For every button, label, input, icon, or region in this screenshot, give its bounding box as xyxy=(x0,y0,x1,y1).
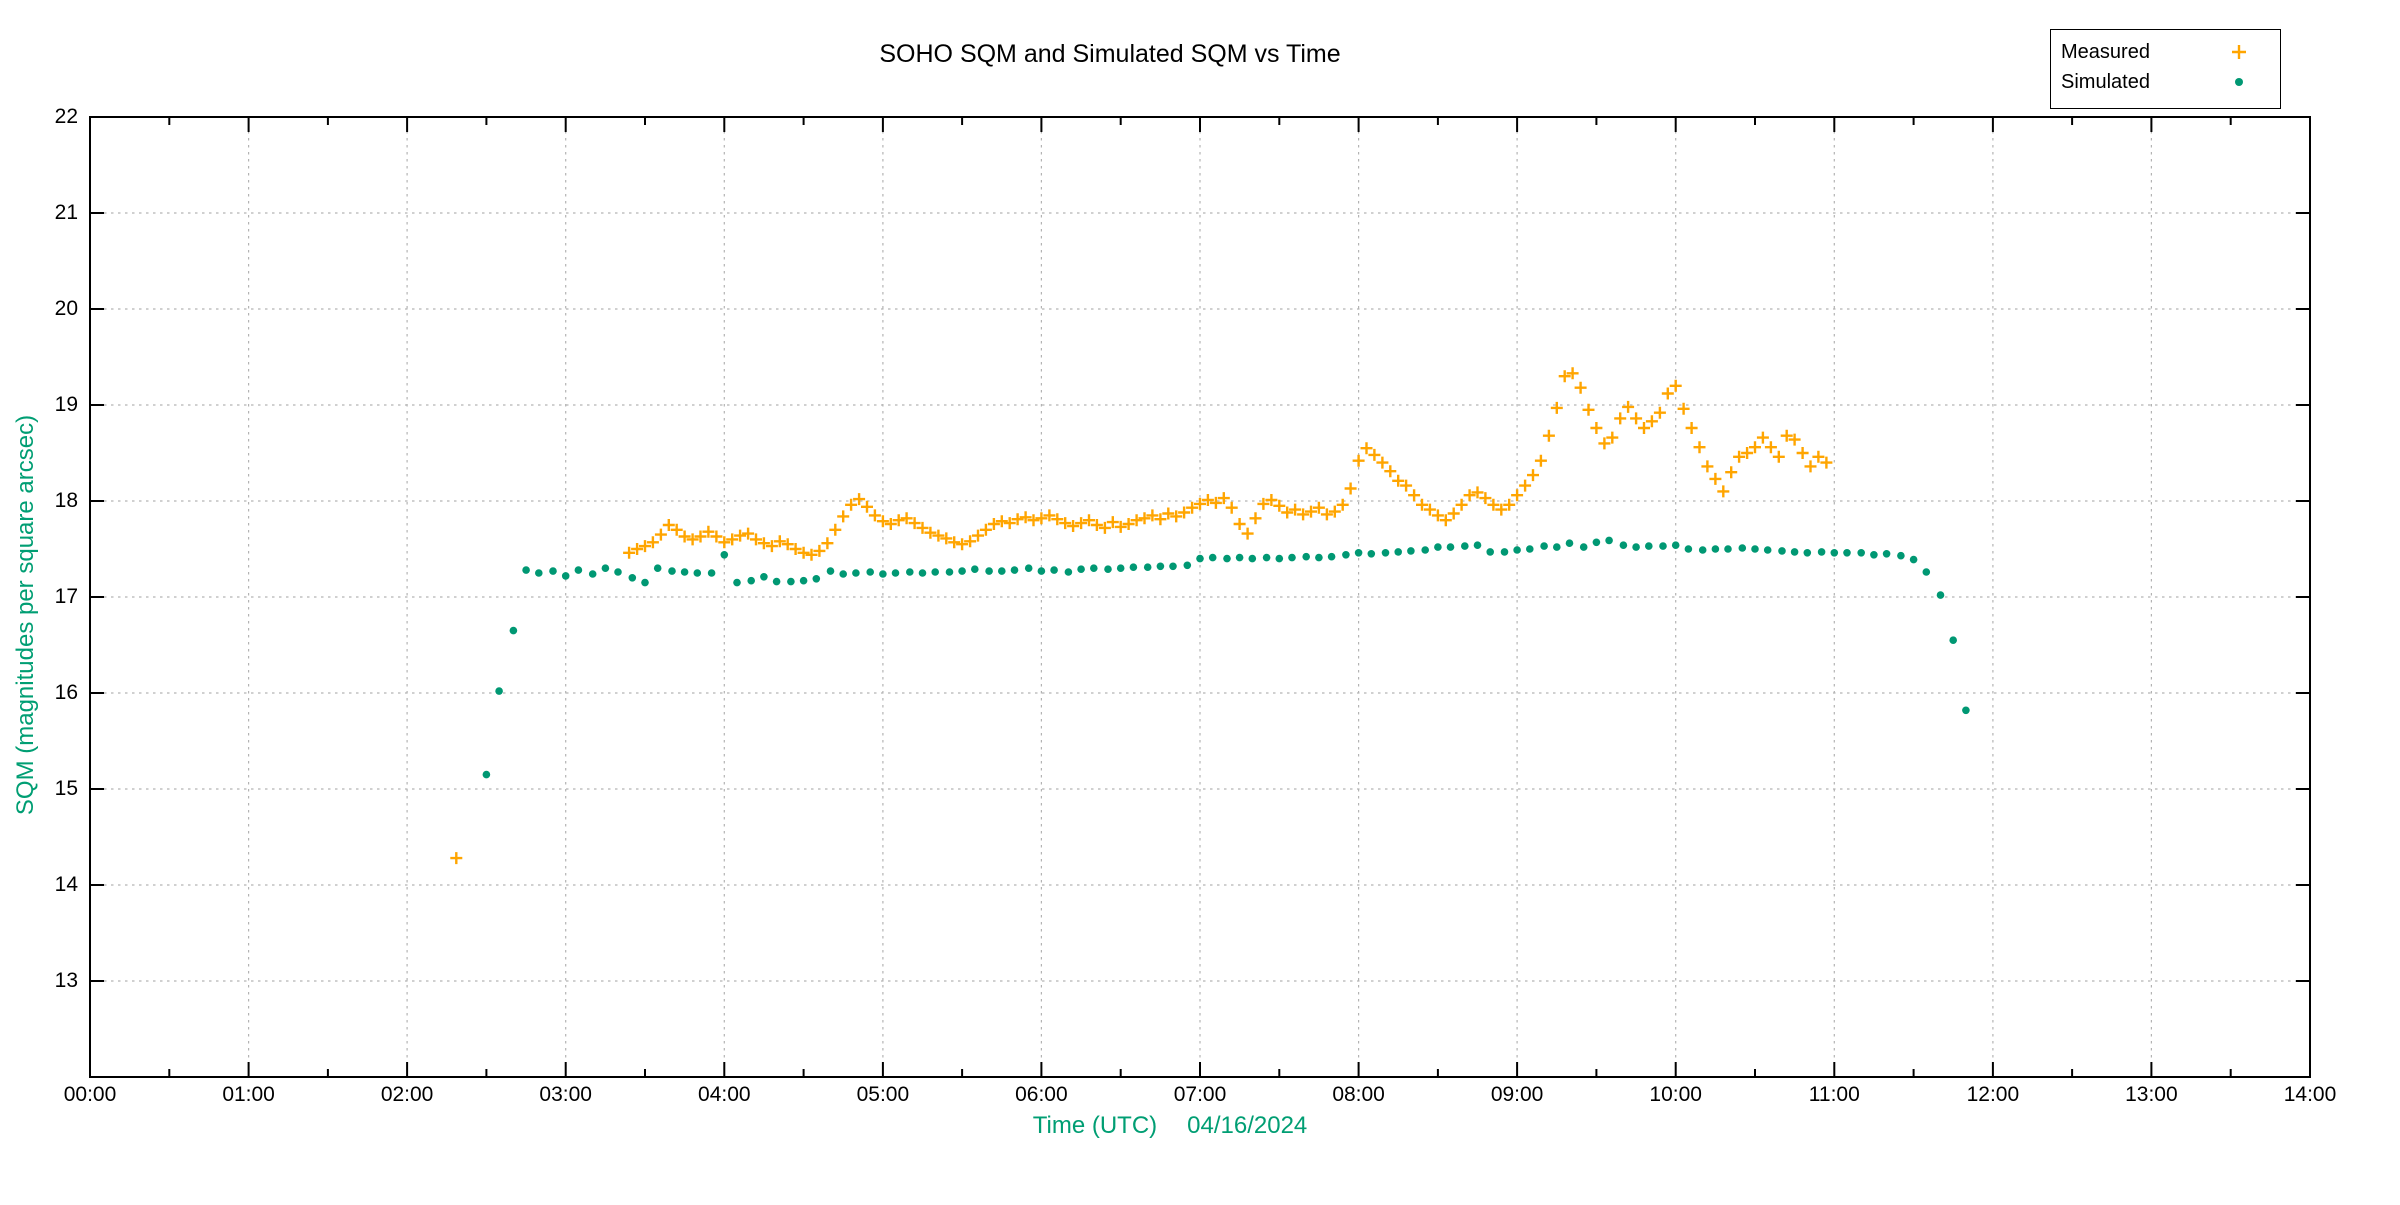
chart-title: SOHO SQM and Simulated SQM vs Time xyxy=(879,40,1341,68)
legend-label-measured: Measured xyxy=(2061,40,2150,63)
x-tick-label: 09:00 xyxy=(1490,1083,1544,1106)
legend-item-measured: Measured xyxy=(2061,37,2280,67)
y-tick-label: 15 xyxy=(54,777,78,800)
x-axis-label: Time (UTC) xyxy=(1032,1112,1158,1139)
measured-plus-marker-icon xyxy=(2229,42,2249,62)
axes xyxy=(89,116,2311,1078)
x-tick-label: 04:00 xyxy=(698,1083,751,1106)
legend: Measured Simulated xyxy=(2050,29,2281,109)
gridlines xyxy=(90,117,2310,1077)
y-axis-title: SQM (magnitudes per square arcsec) xyxy=(12,414,39,816)
x-tick-label: 07:00 xyxy=(1173,1083,1227,1106)
y-tick-label: 22 xyxy=(54,105,78,128)
x-tick-label: 12:00 xyxy=(1966,1083,2020,1106)
series-simulated xyxy=(482,536,1970,779)
y-tick-label: 21 xyxy=(54,201,78,224)
x-tick-label: 13:00 xyxy=(2125,1083,2178,1106)
y-tick-label: 18 xyxy=(54,489,78,512)
x-tick-label: 14:00 xyxy=(2283,1083,2337,1106)
x-axis-date: 04/16/2024 xyxy=(1187,1112,1308,1139)
x-tick-label: 02:00 xyxy=(380,1083,434,1106)
y-tick-label: 19 xyxy=(54,393,78,416)
y-tick-label: 20 xyxy=(54,297,78,320)
y-tick-label: 16 xyxy=(54,681,78,704)
x-tick-label: 01:00 xyxy=(222,1083,275,1106)
x-tick-label: 05:00 xyxy=(856,1083,910,1106)
legend-item-simulated: Simulated xyxy=(2061,67,2280,97)
y-tick-label: 14 xyxy=(54,873,78,896)
x-tick-label: 06:00 xyxy=(1015,1083,1068,1106)
simulated-dot-marker-icon xyxy=(2229,72,2249,92)
x-axis-title: Time (UTC) 04/16/2024 xyxy=(0,1112,2340,1140)
x-tick-label: 03:00 xyxy=(539,1083,592,1106)
x-tick-label: 08:00 xyxy=(1332,1083,1385,1106)
x-tick-label: 00:00 xyxy=(63,1083,117,1106)
series-measured xyxy=(450,367,1833,865)
x-tick-label: 11:00 xyxy=(1808,1083,1860,1106)
y-tick-label: 13 xyxy=(54,969,78,992)
y-tick-label: 17 xyxy=(54,585,78,608)
x-tick-label: 10:00 xyxy=(1649,1083,1702,1106)
legend-label-simulated: Simulated xyxy=(2061,70,2150,93)
